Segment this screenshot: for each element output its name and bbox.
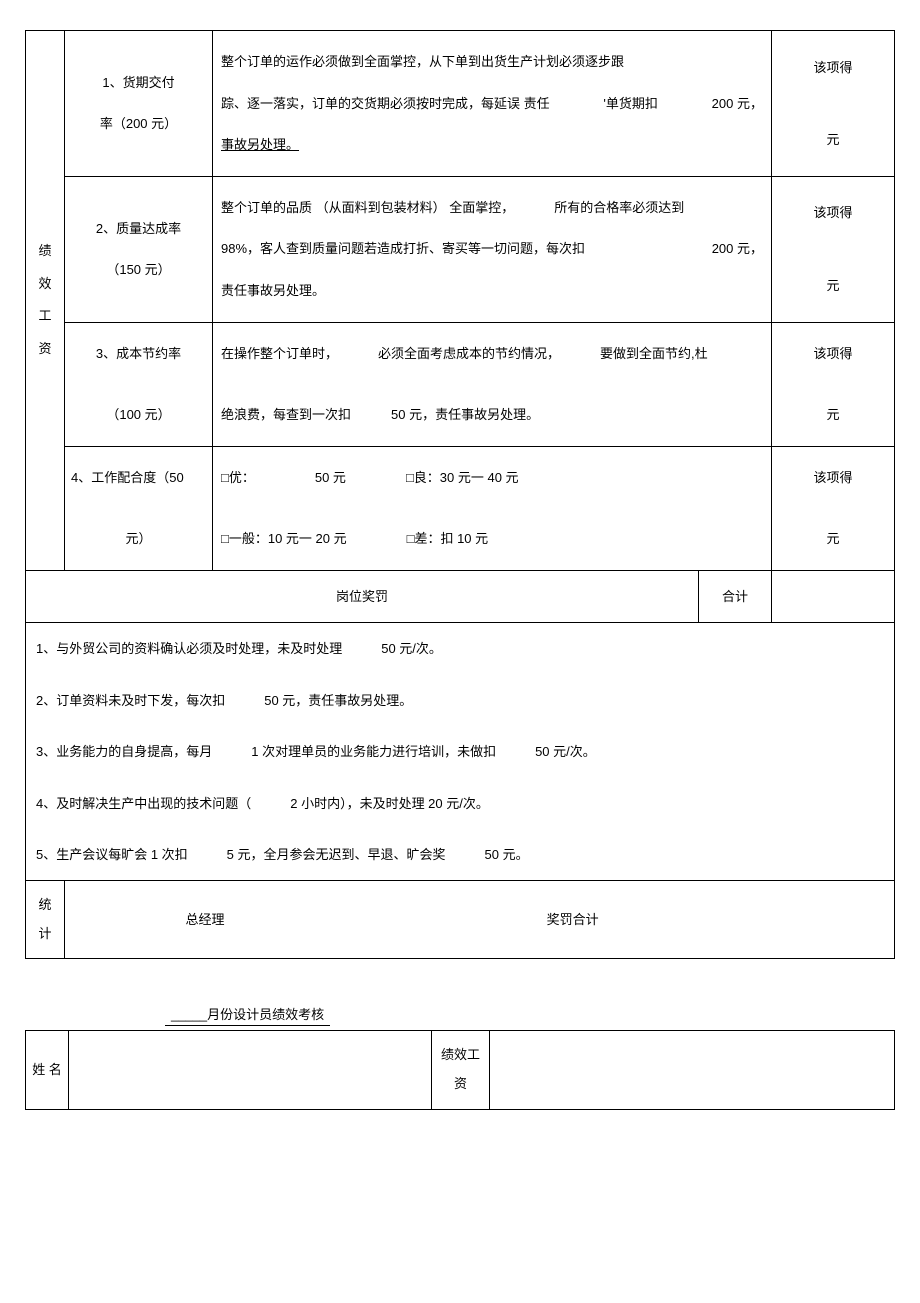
perf-label: 绩效工 资: [432, 1031, 490, 1109]
row2-score1: 该项得: [772, 176, 895, 249]
row4-label1: 4、工作配合度（50: [65, 446, 213, 508]
row1-label: 1、货期交付 率（200 元）: [65, 31, 213, 177]
row4-score1: 该项得: [772, 446, 895, 508]
penalty-3: 3、业务能力的自身提高，每月 1 次对理单员的业务能力进行培训，未做扣 50 元…: [26, 726, 895, 777]
row1-score2: 元: [772, 103, 895, 176]
total-value: [772, 570, 895, 622]
row3-score1: 该项得: [772, 322, 895, 384]
row4-score2: 元: [772, 508, 895, 570]
row2-desc: 整个订单的品质 （从面料到包装材料） 全面掌控，所有的合格率必须达到 98%，客…: [213, 176, 772, 322]
penalty-5: 5、生产会议每旷会 1 次扣 5 元，全月参会无迟到、早退、旷会奖 50 元。: [26, 829, 895, 881]
row3-desc2: 绝浪费，每查到一次扣50 元，责任事故另处理。: [213, 384, 772, 446]
penalty-1: 1、与外贸公司的资料确认必须及时处理，未及时处理 50 元/次。: [26, 623, 895, 675]
row4-desc1: □优：50 元□良：30 元一 40 元: [213, 446, 772, 508]
row3-label1: 3、成本节约率: [65, 322, 213, 384]
name-value: [69, 1031, 432, 1109]
row3-score2: 元: [772, 384, 895, 446]
second-title: _____月份设计员绩效考核: [165, 1004, 330, 1026]
row1-desc: 整个订单的运作必须做到全面掌控，从下单到出货生产计划必须逐步跟 踪、逐一落实，订…: [213, 31, 772, 177]
designer-table: 姓 名 绩效工 资: [25, 1030, 895, 1109]
total-label: 合计: [699, 570, 772, 622]
row2-label: 2、质量达成率 （150 元）: [65, 176, 213, 322]
row1-score1: 该项得: [772, 31, 895, 104]
row2-score2: 元: [772, 249, 895, 322]
penalty-4: 4、及时解决生产中出现的技术问题（ 2 小时内），未及时处理 20 元/次。: [26, 778, 895, 829]
perf-value: [490, 1031, 895, 1109]
stat-label: 统 计: [26, 881, 65, 959]
performance-table: 绩 效 工 资 1、货期交付 率（200 元） 整个订单的运作必须做到全面掌控，…: [25, 30, 895, 959]
reward-header: 岗位奖罚: [26, 570, 699, 622]
row3-label2: （100 元）: [65, 384, 213, 446]
row3-desc1: 在操作整个订单时，必须全面考虑成本的节约情况，要做到全面节约,杜: [213, 322, 772, 384]
row4-desc2: □一般：10 元一 20 元□差：扣 10 元: [213, 508, 772, 570]
side-label: 绩 效 工 资: [26, 31, 65, 571]
penalty-2: 2、订单资料未及时下发，每次扣 50 元，责任事故另处理。: [26, 675, 895, 726]
row4-label2: 元）: [65, 508, 213, 570]
stat-content: 总经理 奖罚合计: [65, 881, 895, 959]
name-label: 姓 名: [26, 1031, 69, 1109]
